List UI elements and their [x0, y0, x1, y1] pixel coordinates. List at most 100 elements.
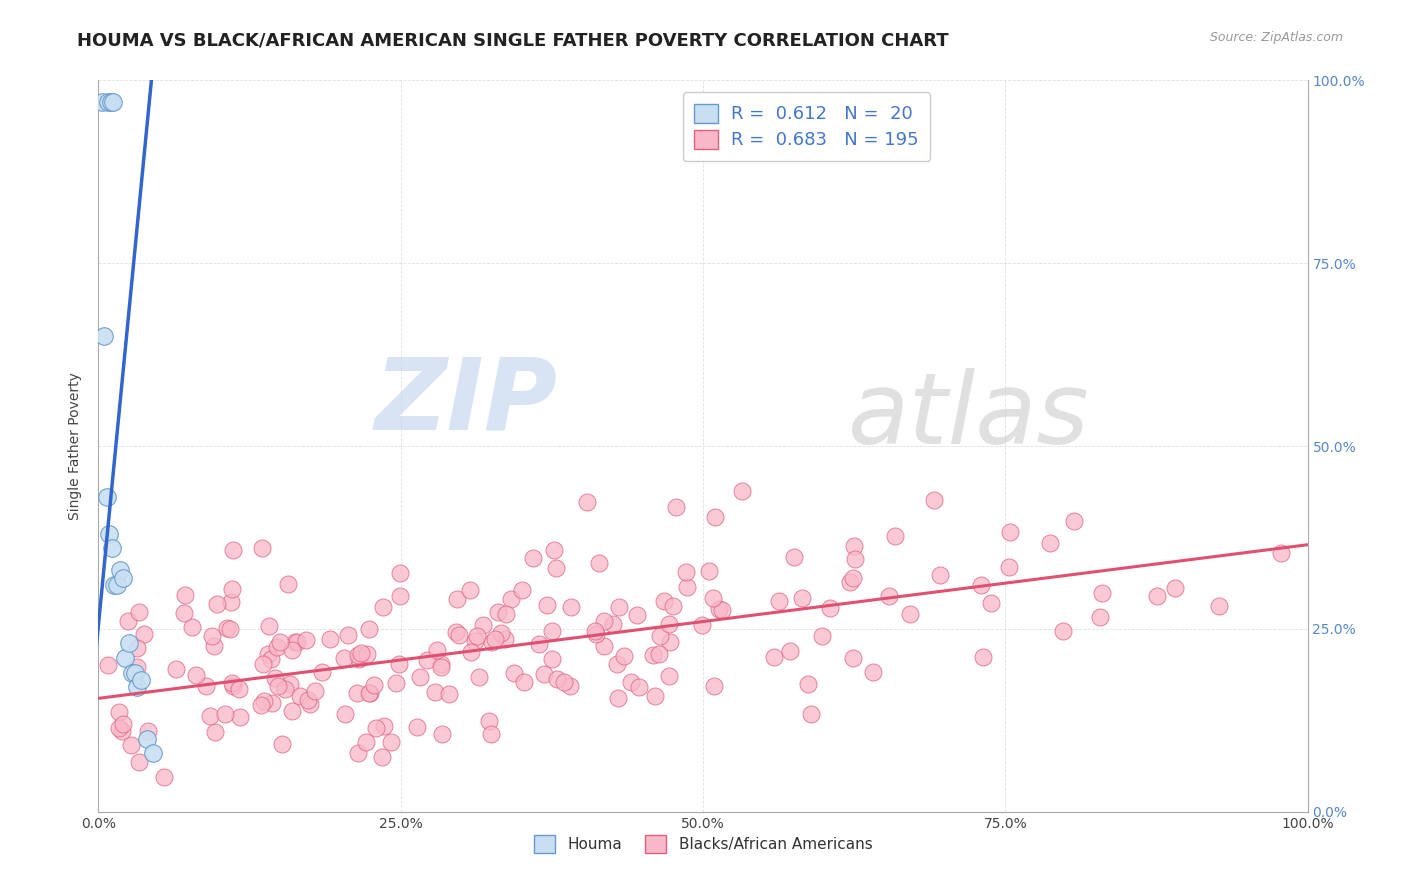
Point: [998, 560, 1021, 574]
Point: [256, 647, 278, 661]
Point: [118, 636, 141, 650]
Point: [262, 696, 284, 710]
Point: [229, 710, 252, 724]
Point: [205, 597, 228, 611]
Point: [127, 660, 149, 674]
Point: [585, 627, 607, 641]
Point: [731, 483, 754, 498]
Point: [91, 95, 114, 110]
Point: [136, 723, 159, 738]
Point: [430, 660, 453, 674]
Point: [478, 714, 501, 728]
Point: [628, 680, 651, 694]
Point: [346, 686, 368, 700]
Point: [444, 625, 467, 640]
Point: [607, 690, 630, 705]
Point: [592, 614, 614, 628]
Point: [583, 624, 606, 638]
Point: [898, 607, 921, 621]
Point: [373, 719, 395, 733]
Text: Source: ZipAtlas.com: Source: ZipAtlas.com: [1209, 31, 1343, 45]
Point: [371, 749, 394, 764]
Point: [510, 582, 533, 597]
Point: [105, 578, 128, 592]
Point: [839, 575, 862, 590]
Text: atlas: atlas: [848, 368, 1090, 466]
Point: [460, 645, 482, 659]
Point: [388, 566, 411, 581]
Point: [430, 727, 453, 741]
Point: [499, 591, 522, 606]
Legend: Houma, Blacks/African Americans: Houma, Blacks/African Americans: [527, 829, 879, 859]
Point: [277, 577, 299, 591]
Point: [257, 619, 280, 633]
Point: [112, 716, 135, 731]
Point: [346, 746, 368, 760]
Point: [96, 490, 118, 504]
Point: [252, 657, 274, 671]
Point: [707, 601, 730, 615]
Point: [280, 643, 302, 657]
Point: [924, 493, 946, 508]
Point: [284, 635, 307, 649]
Point: [416, 652, 439, 666]
Point: [311, 665, 333, 679]
Point: [264, 671, 287, 685]
Point: [228, 682, 250, 697]
Point: [527, 637, 550, 651]
Point: [135, 731, 157, 746]
Point: [522, 550, 544, 565]
Point: [267, 680, 290, 694]
Point: [103, 578, 125, 592]
Point: [347, 652, 370, 666]
Point: [665, 500, 688, 515]
Point: [165, 662, 187, 676]
Point: [544, 560, 567, 574]
Point: [111, 571, 134, 585]
Point: [101, 95, 124, 110]
Point: [648, 630, 671, 644]
Point: [194, 680, 217, 694]
Point: [214, 706, 236, 721]
Point: [121, 665, 143, 680]
Point: [250, 698, 273, 712]
Point: [1063, 514, 1085, 528]
Point: [426, 643, 449, 657]
Point: [495, 607, 517, 622]
Point: [297, 693, 319, 707]
Point: [173, 606, 195, 620]
Point: [768, 594, 790, 608]
Point: [202, 639, 225, 653]
Point: [359, 623, 381, 637]
Point: [425, 684, 447, 698]
Point: [269, 634, 291, 648]
Point: [98, 526, 121, 541]
Point: [652, 594, 675, 608]
Point: [796, 677, 818, 691]
Point: [347, 648, 370, 662]
Point: [201, 629, 224, 643]
Point: [626, 608, 648, 623]
Point: [388, 589, 411, 603]
Point: [333, 706, 356, 721]
Point: [204, 725, 226, 739]
Point: [697, 564, 720, 578]
Point: [222, 679, 245, 693]
Point: [575, 494, 598, 508]
Point: [811, 629, 834, 643]
Point: [641, 648, 664, 662]
Point: [658, 617, 681, 632]
Point: [484, 632, 506, 647]
Point: [842, 650, 865, 665]
Point: [270, 737, 292, 751]
Point: [1088, 610, 1111, 624]
Point: [540, 624, 562, 638]
Point: [1270, 546, 1292, 560]
Point: [128, 755, 150, 769]
Point: [464, 634, 486, 648]
Point: [359, 686, 381, 700]
Point: [602, 617, 624, 632]
Point: [142, 746, 165, 760]
Point: [588, 556, 610, 570]
Point: [1039, 535, 1062, 549]
